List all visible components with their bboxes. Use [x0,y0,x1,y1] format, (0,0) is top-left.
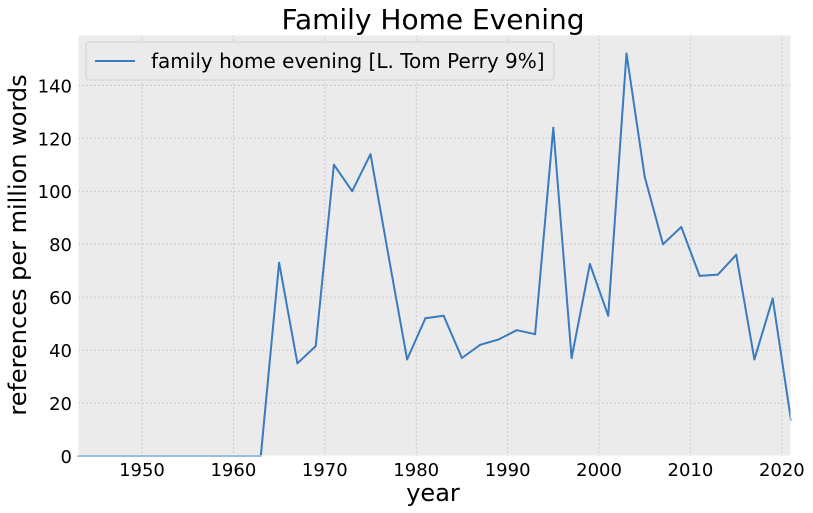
data-point [296,362,299,365]
data-point [406,358,409,361]
y-tick-label: 40 [49,341,72,362]
y-tick-label: 60 [49,288,72,309]
x-tick-label: 1950 [119,460,165,481]
y-tick-label: 0 [61,447,72,468]
data-point [771,297,774,300]
data-point [497,338,500,341]
x-axis-ticks: 1950 1960 1970 1980 1990 2000 2010 2020 [119,460,805,481]
data-point [351,190,354,193]
y-tick-label: 100 [38,182,72,203]
plot-background [78,35,791,456]
y-tick-label: 120 [38,129,72,150]
y-tick-label: 140 [38,76,72,97]
y-axis-ticks: 0 20 40 60 80 100 120 140 [38,76,72,468]
data-point [387,256,390,259]
x-tick-label: 1980 [393,460,439,481]
x-tick-label: 1990 [485,460,531,481]
x-tick-label: 1960 [210,460,256,481]
data-point [588,263,591,265]
data-point [662,243,664,246]
data-point [680,226,683,228]
data-point [442,314,445,317]
data-point [552,126,555,129]
x-tick-label: 1970 [302,460,348,481]
legend-box [85,41,555,81]
data-point [479,343,482,346]
chart-title: Family Home Evening [281,3,584,36]
data-point [753,358,756,361]
legend: family home evening [L. Tom Perry 9%] [85,41,555,81]
data-point [424,317,427,320]
y-axis-label: references per million words [4,74,32,415]
y-tick-label: 20 [49,394,72,415]
x-axis-label: year [406,479,460,507]
x-tick-label: 2020 [759,460,805,481]
data-point [735,253,738,256]
data-point [369,153,372,156]
data-point [332,163,335,166]
y-tick-label: 80 [49,235,72,256]
plot-frame [77,34,792,457]
data-point [460,357,463,359]
legend-label: family home evening [L. Tom Perry 9%] [151,49,545,73]
data-point [534,333,537,336]
data-point [698,274,701,277]
data-point [625,52,628,55]
data-point [643,175,646,178]
data-point [607,314,610,317]
data-point [716,273,719,276]
data-point [314,345,317,348]
data-point [278,261,281,264]
x-tick-label: 2010 [668,460,714,481]
data-point [570,357,573,359]
data-point [515,329,518,332]
x-tick-label: 2000 [576,460,622,481]
